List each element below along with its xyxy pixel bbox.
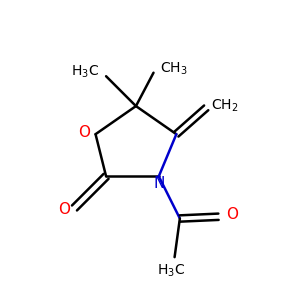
Text: H$_3$C: H$_3$C [157, 262, 185, 279]
Text: CH$_3$: CH$_3$ [160, 60, 188, 77]
Text: O: O [58, 202, 70, 217]
Text: O: O [78, 125, 90, 140]
Text: H$_3$C: H$_3$C [71, 64, 99, 80]
Text: CH$_2$: CH$_2$ [211, 98, 238, 114]
Text: O: O [226, 208, 238, 223]
Text: N: N [154, 176, 165, 191]
